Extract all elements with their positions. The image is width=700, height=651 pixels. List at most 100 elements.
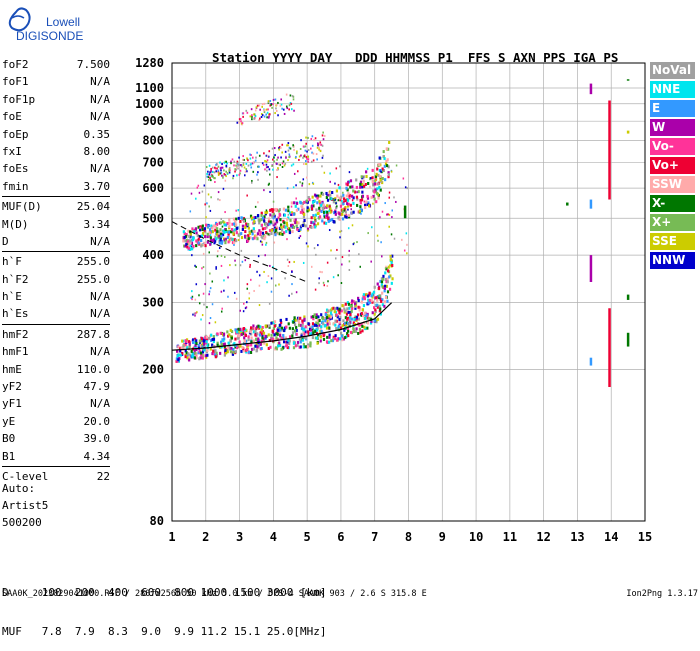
echo-point <box>255 156 257 159</box>
echo-point <box>326 210 329 214</box>
echo-point <box>280 228 284 232</box>
echo-point <box>375 172 378 176</box>
echo-point <box>310 207 314 211</box>
echo-point <box>378 163 381 167</box>
echo-point <box>221 307 223 310</box>
echo-point <box>315 321 318 325</box>
echo-point <box>289 102 292 105</box>
echo-point <box>261 241 263 244</box>
echo-point <box>281 151 283 154</box>
echo-point <box>238 333 242 337</box>
echo-point <box>364 317 367 321</box>
echo-point <box>223 345 226 349</box>
echo-point <box>267 155 270 158</box>
echo-point <box>347 329 350 333</box>
echo-point <box>290 213 292 216</box>
echo-point <box>223 221 226 225</box>
echo-point <box>281 165 284 168</box>
echo-point <box>277 216 280 220</box>
echo-point <box>258 326 261 330</box>
echo-point <box>280 232 282 235</box>
echo-point <box>356 203 359 207</box>
echo-point <box>249 330 252 334</box>
echo-point <box>286 258 289 261</box>
echo-point <box>230 230 233 234</box>
echo-point <box>291 327 294 331</box>
echo-point <box>387 213 389 216</box>
echo-point <box>401 238 403 241</box>
echo-point <box>383 164 386 168</box>
param-row: h`E N/A <box>2 288 110 305</box>
echo-point <box>265 243 267 246</box>
echo-point <box>214 353 217 357</box>
echo-point <box>246 239 250 243</box>
echo-point <box>292 225 295 229</box>
echo-point <box>223 289 225 292</box>
y-tick-label: 200 <box>142 363 164 377</box>
echo-point <box>214 177 216 180</box>
echo-point <box>263 219 266 223</box>
echo-point <box>200 345 203 349</box>
echo-point <box>269 208 272 212</box>
echo-point <box>203 348 206 352</box>
echo-point <box>252 217 256 221</box>
echo-point <box>275 332 278 336</box>
echo-point <box>177 358 180 362</box>
echo-point <box>351 199 354 202</box>
echo-point <box>289 94 292 97</box>
echo-point <box>328 322 331 326</box>
echo-point <box>302 215 306 219</box>
echo-point <box>186 356 189 360</box>
echo-point <box>261 336 264 340</box>
echo-point <box>358 253 360 256</box>
echo-point <box>311 195 314 199</box>
echo-point <box>277 156 279 159</box>
echo-point <box>268 115 270 118</box>
echo-point <box>374 296 377 300</box>
y-tick-label: 900 <box>142 114 164 128</box>
echo-point <box>233 291 236 294</box>
echo-point <box>223 223 226 227</box>
echo-point <box>367 232 369 235</box>
echo-point <box>334 337 337 341</box>
echo-point <box>318 319 321 323</box>
x-tick-label: 7 <box>371 530 378 544</box>
echo-point <box>306 157 308 160</box>
echo-point <box>303 317 306 321</box>
echo-point <box>242 329 245 333</box>
echo-point <box>280 347 283 351</box>
echo-point <box>239 117 242 120</box>
echo-point <box>260 339 263 343</box>
echo-point <box>224 160 227 163</box>
echo-point <box>267 233 270 236</box>
echo-point <box>302 329 305 333</box>
echo-point <box>382 150 385 154</box>
footer-right: Ion2Png 1.3.17 <box>626 589 698 599</box>
echo-point <box>256 104 259 107</box>
echo-point <box>320 321 324 325</box>
echo-point <box>220 234 223 238</box>
echo-point <box>328 333 331 337</box>
echo-point <box>295 197 297 200</box>
x-tick-label: 3 <box>236 530 243 544</box>
echo-point <box>339 316 342 320</box>
echo-point <box>183 232 186 236</box>
echo-point <box>206 172 208 175</box>
echo-point <box>305 336 308 340</box>
echo-point <box>376 187 379 191</box>
echo-point <box>212 224 216 228</box>
echo-point <box>319 335 323 339</box>
echo-point <box>184 234 188 238</box>
echo-point <box>325 326 329 330</box>
echo-point <box>249 350 253 354</box>
echo-point <box>318 148 320 151</box>
echo-point <box>357 317 360 321</box>
echo-point <box>386 290 390 294</box>
auto-line2: Artist5 <box>2 499 49 512</box>
echo-point <box>204 203 206 206</box>
echo-point <box>283 329 286 333</box>
echo-point <box>377 182 380 186</box>
echo-point <box>366 167 369 170</box>
echo-point <box>320 143 322 146</box>
echo-point <box>288 156 290 159</box>
